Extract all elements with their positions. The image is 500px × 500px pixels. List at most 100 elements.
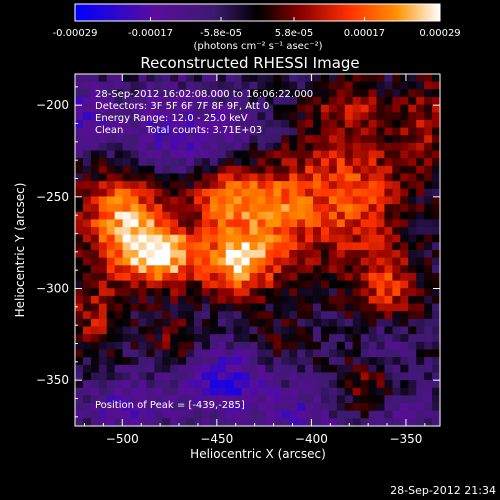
heatmap-cell <box>146 242 155 251</box>
heatmap-cell <box>146 204 155 213</box>
heatmap-cell <box>265 158 274 167</box>
heatmap-cell <box>241 135 251 144</box>
heatmap-cell <box>154 188 163 198</box>
heatmap-cell <box>186 326 195 335</box>
heatmap-cell <box>384 211 393 220</box>
heatmap-cell <box>408 135 417 144</box>
heatmap-cell <box>209 158 219 167</box>
heatmap-cell <box>217 418 227 427</box>
heatmap-cell <box>257 326 267 335</box>
heatmap-cell <box>241 272 251 282</box>
heatmap-cell <box>217 211 227 220</box>
heatmap-cell <box>392 196 401 205</box>
heatmap-cell <box>305 311 314 320</box>
heatmap-cell <box>408 150 417 159</box>
heatmap-cell <box>424 227 433 236</box>
heatmap-cell <box>320 204 330 213</box>
heatmap-cell <box>289 188 298 198</box>
heatmap-cell <box>344 272 354 282</box>
heatmap-cell <box>186 265 195 274</box>
heatmap-cell <box>194 250 203 259</box>
heatmap-cell <box>162 380 171 389</box>
heatmap-cell <box>225 234 235 243</box>
heatmap-cell <box>82 127 92 136</box>
heatmap-cell <box>320 272 330 282</box>
heatmap-cell <box>98 242 108 251</box>
heatmap-cell <box>392 303 401 312</box>
heatmap-cell <box>233 410 243 419</box>
heatmap-cell <box>241 242 251 251</box>
heatmap-cell <box>376 142 386 152</box>
heatmap-cell <box>297 119 306 129</box>
heatmap-cell <box>416 295 425 305</box>
heatmap-cell <box>313 227 322 236</box>
heatmap-cell <box>138 403 148 412</box>
heatmap-cell <box>122 142 132 152</box>
heatmap-cell <box>98 372 108 381</box>
heatmap-cell <box>162 357 171 366</box>
heatmap-cell <box>344 364 354 374</box>
heatmap-cell <box>305 418 314 427</box>
heatmap-cell <box>186 318 195 328</box>
heatmap-cell <box>376 227 386 236</box>
heatmap-cell <box>146 211 155 220</box>
heatmap-cell <box>328 242 338 251</box>
heatmap-cell <box>75 142 84 152</box>
colorbar-ticks: -0.00029 -0.00017 -5.8e-05 5.8e-05 0.00017 0.… <box>53 17 461 39</box>
heatmap-cell <box>201 96 211 106</box>
heatmap-cell <box>416 272 425 282</box>
heatmap-cell <box>122 181 132 190</box>
heatmap-cell <box>432 403 441 412</box>
heatmap-cell <box>186 211 195 220</box>
heatmap-cell <box>265 234 274 243</box>
heatmap-cell <box>424 150 433 159</box>
heatmap-cell <box>352 272 362 282</box>
heatmap-cell <box>249 380 259 389</box>
heatmap-cell <box>98 173 108 182</box>
heatmap-cell <box>106 341 116 351</box>
heatmap-cell <box>146 188 155 198</box>
heatmap-cell <box>186 219 195 228</box>
heatmap-cell <box>75 303 84 312</box>
heatmap-cell <box>106 127 116 136</box>
heatmap-cell <box>328 303 338 312</box>
heatmap-cell <box>162 303 171 312</box>
heatmap-cell <box>432 158 441 167</box>
heatmap-cell <box>82 303 92 312</box>
heatmap-cell <box>336 188 346 198</box>
heatmap-cell <box>392 341 401 351</box>
heatmap-cell <box>217 165 227 175</box>
heatmap-cell <box>209 372 219 381</box>
heatmap-cell <box>114 211 124 220</box>
heatmap-cell <box>130 181 140 190</box>
heatmap-cell <box>98 119 108 129</box>
heatmap-cell <box>313 295 322 305</box>
heatmap-cell <box>217 334 227 343</box>
heatmap-cell <box>138 165 148 175</box>
heatmap-cell <box>297 135 306 144</box>
heatmap-cell <box>146 257 155 266</box>
heatmap-cell <box>400 227 409 236</box>
heatmap-cell <box>233 142 243 152</box>
heatmap-cell <box>384 334 393 343</box>
heatmap-cell <box>249 89 259 98</box>
heatmap-cell <box>384 395 393 404</box>
heatmap-cell <box>305 89 314 98</box>
heatmap-cell <box>225 142 235 152</box>
heatmap-cell <box>336 311 346 320</box>
heatmap-cell <box>201 403 211 412</box>
heatmap-cell <box>328 272 338 282</box>
heatmap-cell <box>336 173 346 182</box>
heatmap-cell <box>328 173 338 182</box>
heatmap-cell <box>225 326 235 335</box>
heatmap-cell <box>114 326 124 335</box>
heatmap-cell <box>162 311 171 320</box>
heatmap-cell <box>360 165 370 175</box>
heatmap-cell <box>209 227 219 236</box>
heatmap-cell <box>201 410 211 419</box>
heatmap-cell <box>400 219 409 228</box>
heatmap-cell <box>146 318 155 328</box>
heatmap-cell <box>241 181 251 190</box>
heatmap-cell <box>241 150 251 159</box>
heatmap-cell <box>360 250 370 259</box>
